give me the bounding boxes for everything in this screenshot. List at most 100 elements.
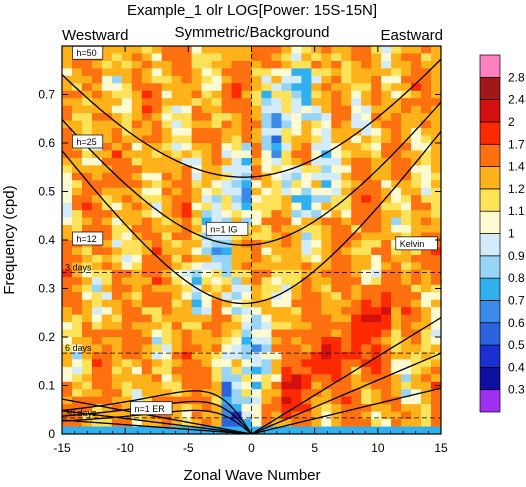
heat-cell xyxy=(81,329,93,338)
heat-cell xyxy=(321,329,332,338)
heat-cell xyxy=(361,232,372,241)
heat-cell xyxy=(301,195,312,204)
heat-cell xyxy=(261,314,273,323)
heat-cell xyxy=(271,202,283,211)
heat-cell xyxy=(91,404,103,413)
heat-cell xyxy=(81,419,93,428)
heat-cell xyxy=(131,210,143,219)
heat-cell xyxy=(391,359,402,368)
heat-cell xyxy=(321,225,332,234)
heat-cell xyxy=(431,143,441,152)
colorbar-label: 1.7 xyxy=(508,137,525,151)
heat-cell xyxy=(141,351,153,360)
heat-cell xyxy=(411,165,422,174)
heat-cell xyxy=(311,135,322,144)
heat-cell xyxy=(131,217,143,226)
heat-cell xyxy=(221,113,233,122)
heat-cell xyxy=(101,404,113,413)
heat-cell xyxy=(221,404,233,413)
heat-cell xyxy=(391,322,402,331)
heat-cell xyxy=(62,210,73,219)
heat-cell xyxy=(171,210,183,219)
heat-cell xyxy=(411,292,422,301)
heat-cell xyxy=(171,396,183,405)
heat-cell xyxy=(111,419,123,428)
heat-cell xyxy=(411,120,422,129)
heat-cell xyxy=(401,299,412,308)
heat-cell xyxy=(201,299,213,308)
heat-cell xyxy=(151,374,163,383)
heat-cell xyxy=(241,217,253,226)
heat-cell xyxy=(301,225,312,234)
heat-cell xyxy=(101,247,113,256)
heat-cell xyxy=(181,83,193,92)
heat-cell xyxy=(261,292,273,301)
heat-cell xyxy=(91,337,103,346)
heat-cell xyxy=(231,262,243,271)
heat-cell xyxy=(301,322,312,331)
heat-cell xyxy=(261,172,273,181)
heat-cell xyxy=(401,75,412,84)
heat-cell xyxy=(81,247,93,256)
heat-cell xyxy=(401,210,412,219)
heat-cell xyxy=(331,120,342,129)
heat-cell xyxy=(161,232,173,241)
heat-cell xyxy=(261,46,273,55)
heat-cell xyxy=(101,120,113,129)
x-tick-label: 5 xyxy=(311,441,318,455)
heat-cell xyxy=(191,120,203,129)
heat-cell xyxy=(111,202,123,211)
heat-cell xyxy=(411,411,422,420)
heat-cell xyxy=(381,419,392,428)
heat-cell xyxy=(311,269,322,278)
heat-cell xyxy=(331,135,342,144)
heat-cell xyxy=(221,68,233,77)
heat-cell xyxy=(311,150,322,159)
heat-cell xyxy=(421,404,432,413)
heat-cell xyxy=(291,157,302,166)
heat-cell xyxy=(181,299,193,308)
heat-cell xyxy=(321,75,332,84)
heat-cell xyxy=(131,135,143,144)
heat-cell xyxy=(241,120,253,129)
x-tick-label: 0 xyxy=(248,441,255,455)
heat-cell xyxy=(311,381,322,390)
heat-cell xyxy=(71,344,83,353)
heat-cell xyxy=(261,120,273,129)
heat-cell xyxy=(431,269,441,278)
heat-cell xyxy=(281,344,292,353)
heat-cell xyxy=(401,150,412,159)
heat-cell xyxy=(281,337,292,346)
heat-cell xyxy=(71,120,83,129)
heat-cell xyxy=(121,419,133,428)
heat-cell xyxy=(171,284,183,293)
heat-cell xyxy=(151,90,163,99)
heat-cell xyxy=(301,351,312,360)
heat-cell xyxy=(251,299,263,308)
heat-cell xyxy=(181,53,193,62)
heat-cell xyxy=(301,329,312,338)
heat-cell xyxy=(101,202,113,211)
heat-cell xyxy=(151,120,163,129)
heat-cell xyxy=(181,240,193,249)
heat-cell xyxy=(191,232,203,241)
heat-cell xyxy=(291,314,302,323)
heat-cell xyxy=(161,359,173,368)
heat-cell xyxy=(341,374,352,383)
heat-cell xyxy=(201,389,213,398)
heat-cell xyxy=(231,329,243,338)
y-tick-label: 0.1 xyxy=(38,379,55,393)
westward-caption: Westward xyxy=(62,27,128,44)
heat-cell xyxy=(271,105,283,114)
heat-cell xyxy=(191,292,203,301)
heat-cell xyxy=(251,411,263,420)
heat-cell xyxy=(181,105,193,114)
heat-cell xyxy=(391,314,402,323)
heat-cell xyxy=(211,98,223,107)
heat-cell xyxy=(111,46,123,55)
heat-cell xyxy=(431,225,441,234)
heat-cell xyxy=(431,98,441,107)
heat-cell xyxy=(421,359,432,368)
heat-cell xyxy=(191,210,203,219)
heat-cell xyxy=(391,120,402,129)
